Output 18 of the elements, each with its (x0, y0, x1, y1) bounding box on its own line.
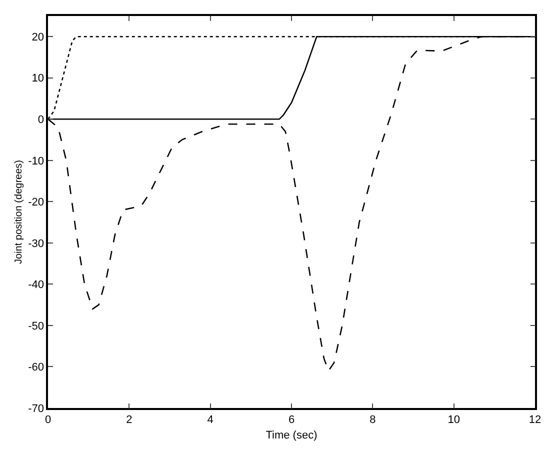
x-tick-label: 2 (126, 414, 132, 426)
y-tick-label: -50 (28, 320, 44, 332)
y-tick-label: -60 (28, 362, 44, 374)
y-tick-label: -30 (28, 238, 44, 250)
x-tick-label: 12 (528, 414, 542, 426)
y-tick-label: 10 (32, 72, 44, 85)
y-axis-title: Joint position (degrees) (14, 160, 25, 264)
x-axis-title: Time (sec) (266, 430, 318, 442)
x-tick-label: 10 (448, 414, 460, 426)
y-tick-label: 20 (32, 31, 44, 44)
y-tick-label: 0 (38, 114, 44, 126)
y-tick-label: -20 (28, 196, 44, 209)
x-tick-label: 4 (207, 414, 214, 426)
x-tick-label: 6 (288, 414, 295, 426)
y-tick-label: -40 (28, 279, 44, 292)
x-tick-label: 8 (370, 414, 376, 426)
y-tick-label: -10 (28, 155, 44, 168)
y-tick-label: -70 (28, 402, 44, 415)
